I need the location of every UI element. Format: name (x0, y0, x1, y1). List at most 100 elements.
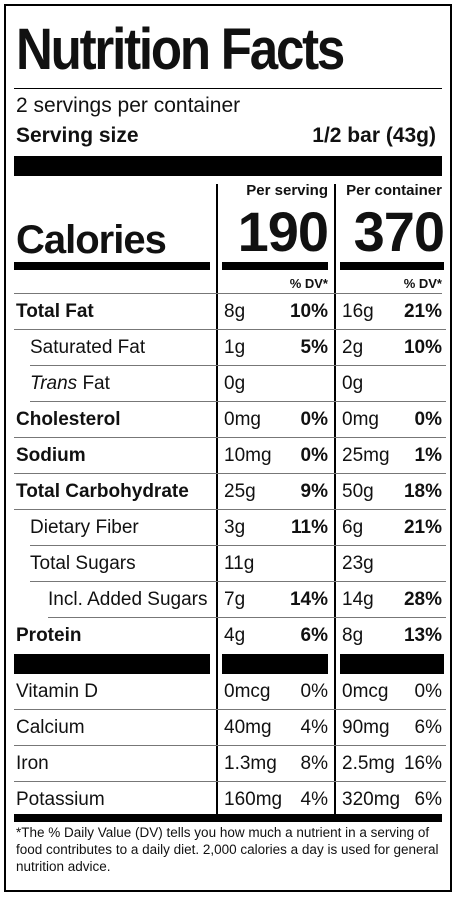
serving-dv: 4% (300, 789, 328, 810)
vitamin-row: Calcium 40mg 4% 90mg 6% (6, 710, 454, 746)
nutrient-row: Protein 4g 6% 8g 13% (6, 618, 454, 654)
vitamins-divider-mid (222, 654, 328, 674)
container-amount: 23g (342, 553, 374, 574)
container-amount: 0mg (342, 409, 379, 430)
container-dv: 21% (403, 517, 442, 538)
thick-divider-top (14, 156, 442, 176)
vitamin-row: Vitamin D 0mcg 0% 0mcg 0% (6, 674, 454, 710)
serving-size-value: 1/2 bar (43g) (312, 124, 436, 147)
column-divider-serving (216, 184, 218, 814)
nutrient-name: Dietary Fiber (30, 517, 139, 538)
nutrient-name: Total Carbohydrate (16, 481, 189, 502)
container-amount: 50g (342, 481, 374, 502)
row-divider (30, 545, 446, 546)
container-amount: 0mcg (342, 681, 389, 702)
row-divider (30, 401, 446, 402)
row-divider (14, 437, 446, 438)
serving-amount: 10mg (224, 445, 272, 466)
nutrient-name: Sodium (16, 445, 86, 466)
label-title: Nutrition Facts (16, 17, 345, 82)
vitamins-divider-right (340, 654, 444, 674)
serving-amount: 0g (224, 373, 246, 394)
serving-amount: 0mcg (224, 681, 271, 702)
container-amount: 16g (342, 301, 374, 322)
daily-value-footnote: *The % Daily Value (DV) tells you how mu… (16, 825, 439, 874)
vitamin-name: Calcium (16, 717, 85, 738)
row-divider (48, 617, 446, 618)
nutrient-name: Saturated Fat (30, 337, 146, 358)
serving-amount: 0mg (224, 409, 261, 430)
container-amount: 0g (342, 373, 364, 394)
dv-header-serving: % DV* (289, 276, 328, 291)
calories-divider-left (14, 262, 210, 270)
per-serving-header: Per serving (246, 182, 328, 199)
nutrition-facts-label: Nutrition Facts 2 servings per container… (4, 4, 452, 892)
nutrient-row: Total Fat 8g 10% 16g 21% (6, 294, 454, 330)
serving-amount: 4g (224, 625, 246, 646)
serving-amount: 40mg (224, 717, 272, 738)
nutrient-row: Trans Fat 0g 0g (6, 366, 454, 402)
serving-dv: 14% (289, 589, 328, 610)
per-container-header: Per container (346, 182, 442, 199)
serving-dv: 8% (300, 753, 328, 774)
vitamin-row: Potassium 160mg 4% 320mg 6% (6, 782, 454, 818)
container-dv: 10% (403, 337, 442, 358)
container-amount: 6g (342, 517, 364, 538)
dv-header-divider (14, 293, 442, 294)
vitamin-name: Iron (16, 753, 49, 774)
serving-amount: 1g (224, 337, 246, 358)
container-dv: 6% (414, 789, 442, 810)
serving-amount: 7g (224, 589, 246, 610)
row-divider (14, 745, 446, 746)
footnote-divider (14, 814, 442, 822)
nutrient-name: Total Fat (16, 301, 94, 322)
serving-size-label: Serving size (16, 124, 139, 147)
nutrient-row: Total Sugars 11g 23g (6, 546, 454, 582)
container-dv: 0% (414, 409, 442, 430)
nutrient-row: Saturated Fat 1g 5% 2g 10% (6, 330, 454, 366)
calories-divider-right (340, 262, 444, 270)
serving-dv: 0% (300, 681, 328, 702)
container-dv: 16% (403, 753, 442, 774)
container-amount: 320mg (342, 789, 401, 810)
nutrient-row: Total Carbohydrate 25g 9% 50g 18% (6, 474, 454, 510)
serving-amount: 8g (224, 301, 246, 322)
nutrient-name: Total Sugars (30, 553, 136, 574)
serving-dv: 0% (300, 445, 328, 466)
nutrient-row: Incl. Added Sugars 7g 14% 14g 28% (6, 582, 454, 618)
nutrient-name: Protein (16, 625, 82, 646)
container-amount: 90mg (342, 717, 390, 738)
nutrient-name: Cholesterol (16, 409, 121, 430)
serving-dv: 9% (300, 481, 328, 502)
nutrient-row: Cholesterol 0mg 0% 0mg 0% (6, 402, 454, 438)
container-amount: 25mg (342, 445, 390, 466)
row-divider (14, 781, 446, 782)
container-dv: 1% (414, 445, 442, 466)
serving-amount: 160mg (224, 789, 283, 810)
serving-dv: 11% (291, 517, 328, 538)
serving-dv: 6% (300, 625, 328, 646)
vitamin-row: Iron 1.3mg 8% 2.5mg 16% (6, 746, 454, 782)
vitamins-divider-left (14, 654, 210, 674)
calories-divider-mid (222, 262, 328, 270)
serving-dv: 5% (300, 337, 328, 358)
container-dv: 13% (403, 625, 442, 646)
row-divider (30, 365, 446, 366)
dv-header-container: % DV* (403, 276, 442, 291)
container-amount: 2.5mg (342, 753, 395, 774)
vitamin-name: Potassium (16, 789, 105, 810)
serving-dv: 10% (289, 301, 328, 322)
container-dv: 0% (414, 681, 442, 702)
serving-amount: 3g (224, 517, 246, 538)
serving-amount: 25g (224, 481, 256, 502)
serving-amount: 1.3mg (224, 753, 277, 774)
calories-per-serving: 190 (237, 200, 329, 263)
container-dv: 21% (403, 301, 442, 322)
serving-dv: 4% (300, 717, 328, 738)
container-dv: 28% (403, 589, 442, 610)
column-divider-container (334, 184, 336, 814)
title-divider (14, 88, 442, 89)
calories-per-container: 370 (353, 200, 445, 263)
container-amount: 14g (342, 589, 374, 610)
row-divider (14, 709, 446, 710)
